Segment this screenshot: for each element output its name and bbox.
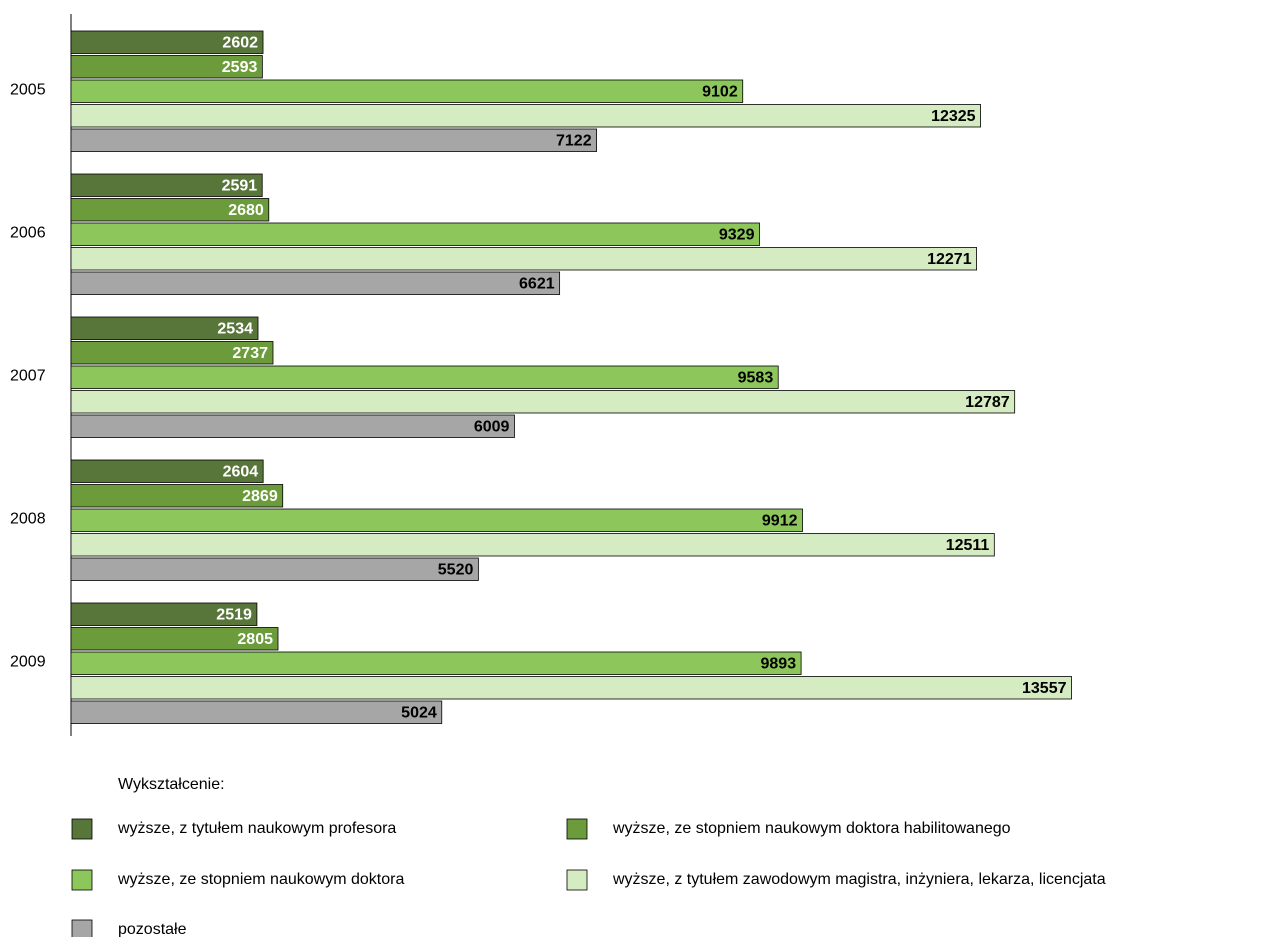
bar (70, 247, 977, 271)
y-tick-label: 2008 (10, 510, 46, 527)
y-tick-label: 2009 (10, 653, 46, 670)
data-label: 2602 (222, 34, 258, 51)
legend-label: wyższe, z tytułem zawodowym magistra, in… (612, 871, 1106, 888)
data-label: 9912 (762, 512, 798, 529)
data-label: 12787 (965, 394, 1010, 411)
bar (70, 390, 1016, 414)
bar (70, 459, 264, 483)
legend-label: pozostałe (118, 921, 187, 937)
data-label: 2519 (216, 606, 252, 623)
bar (70, 79, 744, 103)
bar (70, 602, 258, 626)
bar (70, 104, 981, 128)
data-label: 9329 (719, 226, 755, 243)
bar (70, 173, 263, 197)
bar (70, 484, 284, 508)
legend-label: wyższe, z tytułem naukowym profesora (117, 820, 396, 837)
legend-title: Wykształcenie: (118, 776, 225, 793)
bar (70, 341, 274, 365)
data-label: 9893 (761, 655, 797, 672)
data-label: 9583 (738, 369, 774, 386)
data-label: 12511 (946, 537, 990, 554)
data-label: 2680 (228, 202, 264, 219)
data-label: 9102 (702, 83, 738, 100)
bar (70, 316, 259, 340)
legend-swatch (71, 919, 93, 937)
bar (70, 414, 515, 438)
y-tick-label: 2005 (10, 81, 46, 98)
bar (70, 533, 995, 557)
bar (70, 627, 279, 651)
data-label: 12325 (931, 108, 976, 125)
bar (70, 30, 264, 54)
bar (70, 700, 443, 724)
bar (70, 557, 479, 581)
bar (70, 198, 270, 222)
bar (70, 271, 561, 295)
bar (70, 508, 803, 532)
legend-label: wyższe, ze stopniem naukowym doktora hab… (612, 820, 1011, 837)
y-tick-label: 2007 (10, 367, 46, 384)
data-label: 2737 (232, 345, 268, 362)
data-label: 2869 (242, 488, 278, 505)
bar (70, 55, 263, 79)
bar (70, 651, 802, 675)
bar (70, 222, 760, 246)
legend-swatch (71, 869, 93, 891)
data-label: 2591 (222, 177, 258, 194)
legend-swatch (566, 869, 588, 891)
data-label: 6009 (474, 418, 510, 435)
bar (70, 365, 779, 389)
y-tick-label: 2006 (10, 224, 46, 241)
data-label: 2604 (223, 463, 259, 480)
bar (70, 676, 1072, 700)
data-label: 7122 (556, 132, 592, 149)
legend-label: wyższe, ze stopniem naukowym doktora (117, 871, 404, 888)
data-label: 12271 (927, 251, 972, 268)
data-label: 2805 (237, 631, 273, 648)
legend-swatch (71, 818, 93, 840)
data-label: 5520 (438, 561, 474, 578)
data-label: 13557 (1022, 680, 1067, 697)
data-label: 2534 (217, 320, 253, 337)
data-label: 5024 (401, 704, 437, 721)
data-label: 2593 (222, 59, 258, 76)
bar (70, 128, 598, 152)
legend-swatch (566, 818, 588, 840)
data-label: 6621 (519, 275, 555, 292)
